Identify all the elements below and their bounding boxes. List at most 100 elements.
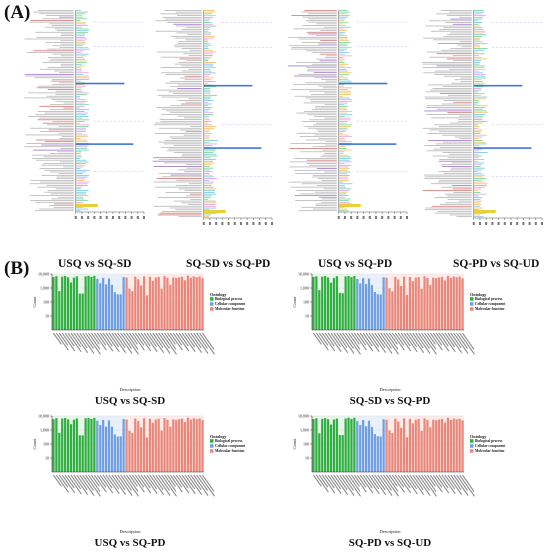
row-label-stub (189, 49, 202, 51)
row-label-stub (442, 141, 472, 143)
row-label-stub (159, 212, 202, 214)
bar (458, 418, 461, 472)
x-tick-label-stub (79, 474, 95, 496)
x-tick-label-stub (327, 474, 342, 495)
row-label-stub (184, 171, 202, 172)
bar (362, 278, 365, 330)
x-tick-label-stub (184, 332, 196, 348)
label-stub (73, 474, 89, 496)
row-label-stub (60, 35, 74, 37)
bar (75, 18, 88, 20)
bar (203, 193, 217, 195)
x-tick-label-stub (406, 474, 418, 490)
bar (186, 417, 190, 472)
bar (75, 48, 90, 50)
x-tick-label-stub (421, 474, 437, 497)
legend-swatch (470, 449, 474, 453)
bar (440, 276, 444, 330)
label-stub (441, 474, 456, 495)
bar (338, 191, 348, 193)
row-label-stub (304, 126, 337, 127)
x-tick-label-stub (429, 332, 443, 351)
bar (75, 23, 86, 25)
bar (338, 148, 347, 149)
bar (417, 419, 420, 472)
row-label-stub (26, 52, 74, 53)
bar (338, 208, 348, 210)
row-label-stub (154, 133, 202, 134)
x-tick-label-stub (397, 474, 412, 494)
legend-label: Molecular function (475, 449, 504, 453)
bar (203, 79, 211, 81)
bar (99, 424, 102, 472)
bar (382, 277, 385, 330)
x-tick-label-stub (438, 332, 449, 347)
x-tick-label-stub (393, 216, 396, 219)
x-tick-label-stub (459, 332, 475, 355)
bar (102, 419, 105, 472)
row-label-stub (425, 25, 472, 27)
bar (52, 419, 55, 472)
row-label-stub (166, 110, 202, 112)
bar (203, 34, 211, 36)
bar (452, 276, 455, 330)
bar (344, 418, 347, 472)
bar (180, 418, 184, 472)
row-label-stub (436, 53, 472, 55)
bar (338, 72, 352, 74)
row-label-stub (449, 11, 472, 13)
x-tick-label-stub (184, 474, 196, 490)
bar (75, 43, 86, 45)
x-tick-label-stub (438, 474, 449, 489)
bar (203, 136, 210, 138)
x-tick-label-stub (324, 332, 335, 347)
bar (203, 74, 211, 75)
bar (75, 176, 88, 178)
bar (473, 37, 481, 39)
bar (338, 55, 352, 57)
row-label-stub (310, 100, 337, 102)
label-stub (438, 332, 449, 347)
row-label-stub (444, 193, 472, 195)
bar (203, 141, 210, 143)
bar (75, 117, 83, 119)
row-label-stub (174, 37, 202, 39)
bar (338, 92, 352, 94)
bar (154, 419, 157, 472)
bar (473, 204, 482, 205)
bar (99, 283, 102, 330)
label-stub (432, 474, 443, 488)
label-stub (386, 474, 399, 492)
row-label-stub (32, 149, 74, 151)
label-stub (96, 474, 107, 488)
row-label-stub (46, 95, 74, 97)
row-label-stub (433, 148, 472, 150)
row-label-stub (161, 108, 202, 110)
x-tick-label-stub (169, 474, 183, 493)
label-stub (111, 332, 127, 354)
bar (203, 103, 212, 105)
x-tick-label-stub (61, 332, 76, 352)
bar (356, 278, 359, 330)
bar (338, 53, 346, 55)
row-label-stub (45, 41, 74, 43)
row-label-stub (46, 185, 74, 186)
bar (440, 418, 444, 472)
row-label-stub (57, 196, 74, 198)
bar (125, 277, 128, 330)
row-label-stub (315, 205, 337, 207)
x-tick-label-stub (371, 474, 387, 496)
legend-label: Biological process (215, 297, 243, 301)
row-label-stub (290, 48, 337, 50)
row-label-stub (308, 164, 337, 166)
row-label-stub (33, 11, 74, 13)
x-tick-label-stub (462, 474, 475, 492)
row-label-stub (460, 77, 472, 79)
bar (203, 30, 209, 32)
bar (75, 92, 90, 94)
x-tick-label-stub (450, 332, 462, 349)
bar (338, 173, 348, 175)
bar (75, 85, 86, 87)
row-label-stub (443, 100, 472, 101)
x-tick-label-stub (491, 222, 494, 225)
